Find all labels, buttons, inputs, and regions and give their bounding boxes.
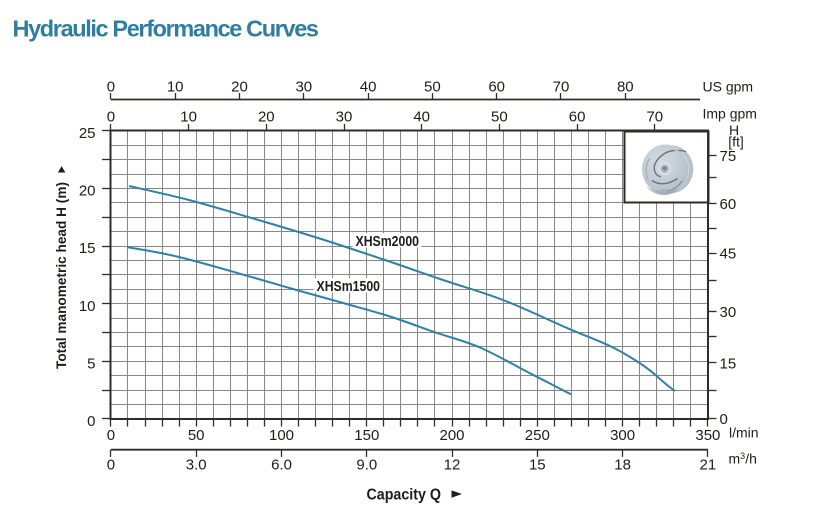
svg-text:20: 20 [258,109,275,126]
svg-text:250: 250 [525,427,550,444]
svg-text:40: 40 [413,109,430,126]
svg-text:XHSm1500: XHSm1500 [317,279,381,295]
svg-text:70: 70 [646,109,663,126]
svg-text:60: 60 [569,109,586,126]
svg-text:15: 15 [79,240,96,257]
svg-text:20: 20 [79,183,96,200]
svg-text:15: 15 [529,457,546,474]
svg-text:0: 0 [107,457,115,474]
svg-text:50: 50 [188,427,205,444]
svg-text:0: 0 [87,413,95,430]
svg-text:US gpm: US gpm [703,79,754,95]
svg-text:350: 350 [695,427,720,444]
svg-text:45: 45 [720,246,737,263]
svg-text:Total manometric head H (m): Total manometric head H (m) [53,182,69,369]
svg-text:40: 40 [360,79,377,96]
svg-text:30: 30 [336,109,353,126]
svg-text:Capacity Q: Capacity Q [367,487,442,504]
svg-text:10: 10 [180,109,197,126]
svg-text:30: 30 [720,304,737,321]
svg-text:Imp gpm: Imp gpm [703,106,757,122]
svg-text:21: 21 [700,457,717,474]
svg-text:80: 80 [617,79,634,96]
svg-text:[ft]: [ft] [728,134,744,150]
svg-text:0: 0 [107,79,115,96]
svg-text:150: 150 [354,427,379,444]
svg-text:0: 0 [107,109,115,126]
svg-text:25: 25 [79,125,96,142]
svg-text:10: 10 [79,298,96,315]
svg-text:0: 0 [720,411,728,428]
svg-text:H: H [729,122,739,138]
svg-text:300: 300 [610,427,635,444]
svg-text:0: 0 [107,427,115,444]
svg-text:10: 10 [167,79,184,96]
svg-text:XHSm2000: XHSm2000 [356,234,420,250]
svg-text:60: 60 [720,196,737,213]
svg-text:15: 15 [720,355,737,372]
svg-text:6.0: 6.0 [271,457,292,474]
svg-text:l/min: l/min [729,425,759,441]
svg-text:75: 75 [720,148,737,165]
svg-text:Hydraulic Performance Curves: Hydraulic Performance Curves [13,16,320,42]
svg-text:30: 30 [295,79,312,96]
svg-text:20: 20 [231,79,248,96]
svg-text:5: 5 [87,355,95,372]
svg-text:9.0: 9.0 [356,457,377,474]
svg-text:70: 70 [553,79,570,96]
svg-text:100: 100 [269,427,294,444]
svg-text:50: 50 [491,109,508,126]
svg-text:12: 12 [444,457,461,474]
svg-text:60: 60 [488,79,505,96]
svg-text:3.0: 3.0 [186,457,207,474]
svg-text:m3/h: m3/h [729,451,757,467]
svg-text:50: 50 [424,79,441,96]
svg-text:200: 200 [439,427,464,444]
svg-text:18: 18 [614,457,631,474]
